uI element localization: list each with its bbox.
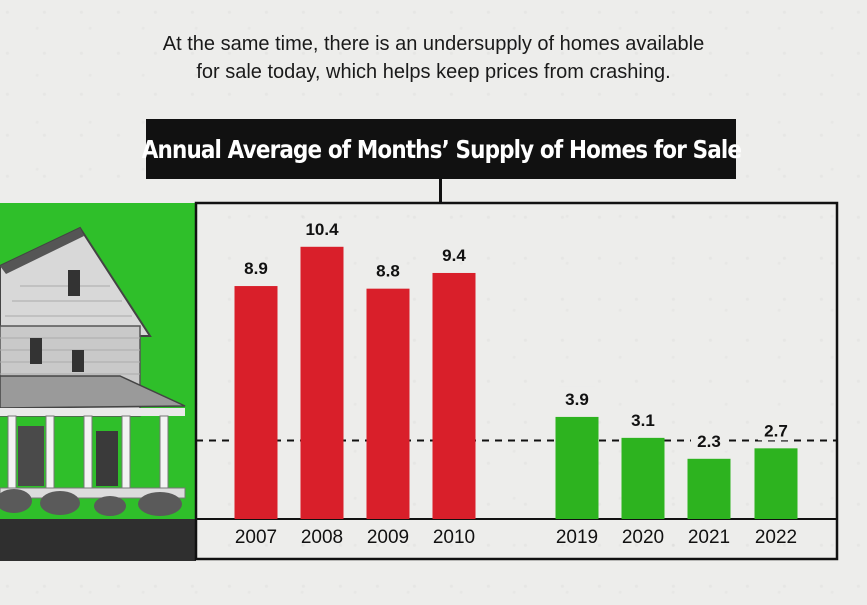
bars-group <box>234 246 798 519</box>
value-label-2009: 8.8 <box>376 262 400 281</box>
bar-2007 <box>234 286 278 519</box>
value-label-backdrop <box>691 428 727 451</box>
x-tick-label-2007: 2007 <box>235 527 277 548</box>
x-tick-label-2020: 2020 <box>622 527 664 548</box>
x-tick-labels-group: 2007 2008 2009 2010 2019 2020 2021 2022 <box>235 527 797 548</box>
value-label-2008: 10.4 <box>305 220 339 239</box>
value-label-backdrop <box>559 386 595 409</box>
lawn-strip <box>0 519 196 561</box>
bar-2022 <box>754 448 798 519</box>
value-labels-group: 8.9 10.4 8.8 9.4 3.9 3.1 2.3 2.7 <box>244 220 794 451</box>
bar-2021 <box>687 458 731 519</box>
chart-title-box: Annual Average of Months’ Supply of Home… <box>141 119 742 179</box>
value-label-2020: 3.1 <box>631 411 655 430</box>
bar-2010 <box>432 272 476 519</box>
subtitle-line-2: for sale today, which helps keep prices … <box>196 61 671 83</box>
chart-title: Annual Average of Months’ Supply of Home… <box>141 134 741 164</box>
house-photo-icon <box>0 226 186 516</box>
bar-2019 <box>555 416 599 519</box>
subtitle: At the same time, there is an undersuppl… <box>0 30 867 86</box>
x-tick-label-2008: 2008 <box>301 527 343 548</box>
x-tick-label-2009: 2009 <box>367 527 409 548</box>
bar-2020 <box>621 437 665 519</box>
value-label-backdrop <box>758 418 794 441</box>
value-label-2021: 2.3 <box>697 432 721 451</box>
value-label-2019: 3.9 <box>565 390 589 409</box>
x-tick-label-2019: 2019 <box>556 527 598 548</box>
bar-2009 <box>366 288 410 519</box>
subtitle-line-1: At the same time, there is an undersuppl… <box>162 33 705 55</box>
value-label-backdrop <box>625 407 661 430</box>
bar-2008 <box>300 246 344 519</box>
x-tick-label-2022: 2022 <box>755 527 797 548</box>
value-label-2010: 9.4 <box>442 246 466 265</box>
x-tick-label-2010: 2010 <box>433 527 475 548</box>
value-label-2007: 8.9 <box>244 259 268 278</box>
value-label-2022: 2.7 <box>764 421 788 440</box>
x-tick-label-2021: 2021 <box>688 527 730 548</box>
chart-frame <box>194 201 839 561</box>
title-connector <box>439 179 442 204</box>
